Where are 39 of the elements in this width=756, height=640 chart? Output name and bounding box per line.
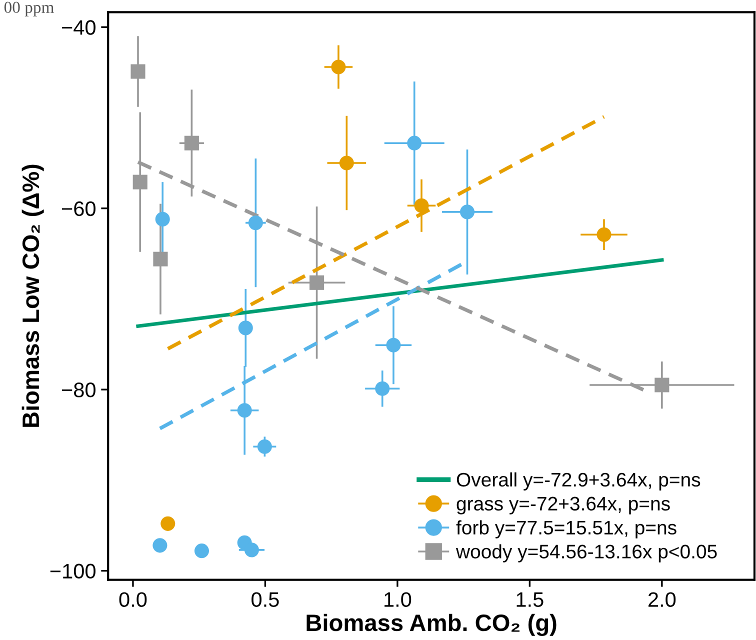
point	[130, 64, 146, 79]
point	[596, 227, 612, 242]
y-axis-title: Biomass Low CO₂ (Δ%)	[22, 164, 44, 427]
x-tick-label: 1.0	[384, 592, 412, 607]
point	[386, 338, 401, 352]
point	[309, 275, 324, 290]
point	[237, 403, 252, 418]
point	[238, 320, 253, 336]
point	[132, 174, 148, 190]
point	[248, 216, 263, 230]
x-tick-label: 1.5	[516, 592, 544, 607]
legend-label: Overall y=-72.9+3.64x, p=ns	[456, 472, 700, 490]
point	[194, 544, 210, 558]
point	[152, 538, 168, 553]
x-tick-label: 0.5	[252, 592, 279, 607]
point	[339, 156, 354, 170]
x-tick-label: 0.0	[119, 592, 147, 607]
y-tick-label: −60	[62, 201, 96, 216]
point	[160, 516, 176, 531]
legend-label: grass y=-72+3.64x, p=ns	[456, 496, 670, 514]
text: 00 ppm	[4, 2, 54, 16]
point	[244, 542, 259, 558]
y-tick-label: −40	[62, 20, 96, 35]
x-axis-title: Biomass Amb. CO₂ (g)	[306, 614, 556, 636]
legend-label: forb y=77.5=15.51x, p=ns	[456, 520, 676, 538]
y-tick-label: −80	[62, 382, 96, 398]
y-tick-label: −100	[50, 564, 96, 579]
point	[153, 252, 168, 266]
x-tick-label: 2.0	[648, 592, 676, 607]
point	[654, 378, 670, 392]
point	[460, 204, 475, 220]
point	[414, 198, 429, 213]
point	[407, 136, 422, 150]
point	[331, 60, 346, 74]
point	[184, 136, 199, 150]
point	[155, 212, 170, 226]
point	[257, 439, 272, 454]
legend-label: woody y=54.56-13.16x p<0.05	[456, 544, 717, 562]
point	[375, 381, 390, 396]
